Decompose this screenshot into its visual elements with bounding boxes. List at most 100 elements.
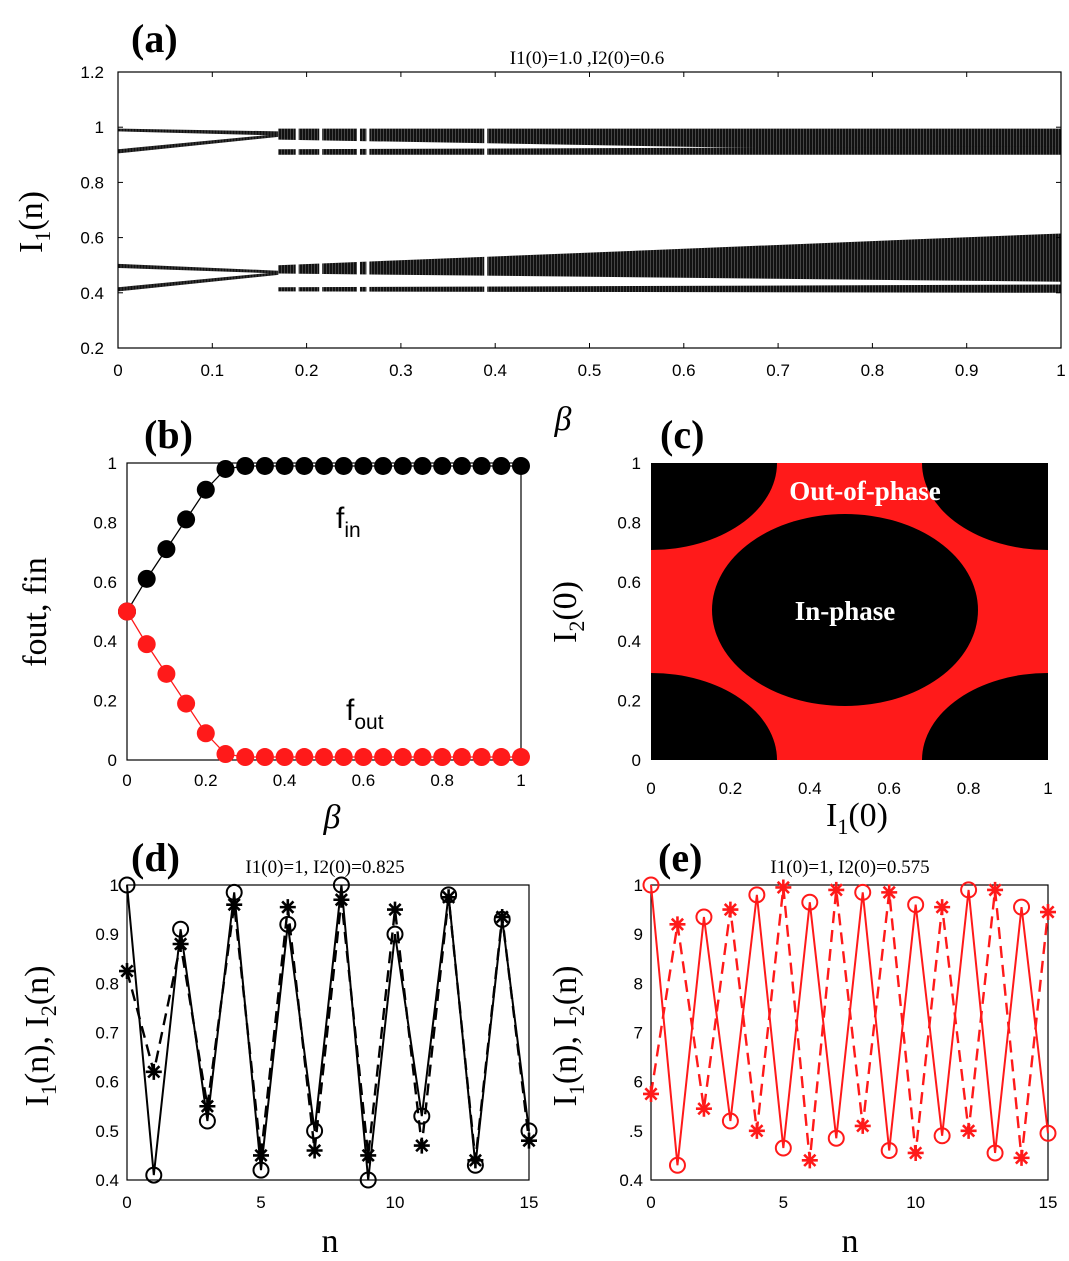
x-tick-label: 0.8 [957, 779, 981, 798]
y-tick-label: 0.4 [617, 632, 641, 651]
point-fin [177, 510, 196, 529]
panel-a-y-axis-label: I1(n) [13, 191, 55, 253]
x-tick-label: 15 [520, 1193, 539, 1212]
point-fout [452, 748, 471, 767]
point-fout [413, 748, 432, 767]
x-tick-label: 0 [122, 771, 131, 790]
panel-a-bifurcation-bands [117, 128, 1061, 293]
x-tick-label: 0.7 [766, 361, 790, 380]
point-I2(n) [440, 889, 457, 906]
point-I2(n) [172, 936, 189, 952]
panel-b-points [118, 456, 530, 767]
bifurcation-band [118, 272, 279, 292]
x-tick-label: 0.4 [798, 779, 822, 798]
in-phase-corner-top-right [922, 463, 1048, 550]
x-tick-label: 0.1 [200, 361, 224, 380]
point-fin [512, 456, 530, 475]
point-fin [374, 456, 393, 475]
panel-b-x-ticks: 0 0.2 0.4 0.6 0.8 1 [122, 771, 525, 790]
in-phase-corner-bottom-right [922, 673, 1048, 760]
panel-e-x-ticks: 0 5 10 15 [646, 1193, 1057, 1212]
bifurcation-band [118, 263, 279, 274]
point-I2(n) [801, 1152, 818, 1169]
x-tick-label: 1 [516, 771, 525, 790]
point-fin [216, 459, 235, 478]
y-tick-label: 1 [108, 454, 117, 473]
point-fin [334, 456, 353, 475]
point-fin [255, 456, 274, 475]
point-fout [236, 748, 255, 767]
point-I1(n) [880, 1142, 898, 1159]
point-I2(n) [722, 901, 739, 918]
point-fout [492, 748, 511, 767]
y-tick-label: 0.8 [617, 513, 641, 532]
x-tick-label: 0.4 [273, 771, 297, 790]
point-I1(n) [413, 1107, 431, 1125]
bifurcation-band [118, 128, 279, 136]
series-label-fin: fin [336, 502, 361, 542]
x-tick-label: 15 [1039, 1193, 1058, 1212]
panel-a-x-ticks: 0 0.1 0.2 0.3 0.4 0.5 0.6 0.7 0.8 0.9 1 [113, 72, 1066, 380]
y-tick-label: 0.9 [95, 925, 119, 944]
point-fin [275, 456, 294, 475]
x-tick-label: 0.6 [352, 771, 376, 790]
point-I2(n) [279, 899, 296, 916]
phase-map: Out-of-phase In-phase [651, 463, 1048, 760]
y-tick-label: 0.7 [95, 1024, 119, 1043]
panel-d-letter: (d) [131, 835, 180, 880]
panel-b-x-axis-label: β [323, 799, 341, 836]
panel-b-letter: (b) [144, 412, 193, 457]
point-I2(n) [828, 881, 845, 898]
point-I1(n) [668, 1156, 686, 1174]
band-gap [295, 73, 299, 347]
point-I2(n) [467, 1152, 484, 1169]
point-fin [236, 456, 255, 475]
point-I2(n) [333, 891, 350, 908]
x-tick-label: 0 [646, 1193, 655, 1212]
in-phase-corner-bottom-left [651, 673, 777, 760]
panel-d-x-ticks: 0 5 10 15 [122, 1193, 538, 1212]
in-phase-center [712, 514, 978, 706]
y-tick-label: 1 [110, 876, 119, 895]
x-tick-label: 0.9 [955, 361, 979, 380]
panel-e-y-ticks: 0.4 .5 6 7 8 9 1 [619, 876, 643, 1190]
point-fin [452, 456, 471, 475]
panel-a: (a) I1(0)=1.0 ,I2(0)=0.6 0 0.1 0.2 0.3 0.4 0.… [13, 16, 1066, 438]
point-I1(n) [774, 1139, 792, 1157]
point-I1(n) [306, 1122, 324, 1140]
panel-c: (c) Out-of-phase In-phase 0 0.2 0.4 0.6 0.8 1… [547, 412, 1053, 839]
point-I2(n) [521, 1132, 537, 1149]
point-fin [492, 456, 511, 475]
point-fout [295, 748, 314, 767]
point-I2(n) [854, 1117, 871, 1134]
panel-c-x-ticks: 0 0.2 0.4 0.6 0.8 1 [646, 779, 1052, 798]
point-fin [196, 480, 215, 499]
point-fin [413, 456, 432, 475]
panel-d-x-axis-label: n [322, 1223, 339, 1260]
y-tick-label: 0.4 [93, 632, 117, 651]
point-I2(n) [360, 1147, 377, 1164]
point-fout [315, 748, 333, 767]
point-I1(n) [827, 1129, 845, 1147]
panel-c-y-axis-label: I2(0) [547, 581, 589, 643]
panel-d-y-axis-label: I1(n), I2(n) [19, 966, 61, 1107]
panel-a-letter: (a) [131, 16, 178, 61]
point-I1(n) [960, 881, 978, 899]
point-fin [472, 456, 491, 475]
x-tick-label: 10 [386, 1193, 405, 1212]
y-tick-label: 0.6 [80, 229, 104, 248]
point-I2(n) [413, 1137, 430, 1154]
band-gap [484, 73, 488, 347]
panel-c-x-axis-label: I1(0) [826, 797, 888, 839]
y-tick-label: .5 [629, 1122, 643, 1141]
point-I1(n) [907, 896, 925, 914]
x-tick-label: 0 [113, 361, 122, 380]
x-tick-label: 0.2 [719, 779, 743, 798]
band-gap [366, 73, 370, 347]
point-I1(n) [386, 925, 404, 943]
series-line-I2(n) [649, 887, 1050, 1161]
x-tick-label: 0.8 [861, 361, 885, 380]
point-fout [196, 724, 215, 743]
panel-d-title: I1(0)=1, I2(0)=0.825 [245, 857, 404, 878]
